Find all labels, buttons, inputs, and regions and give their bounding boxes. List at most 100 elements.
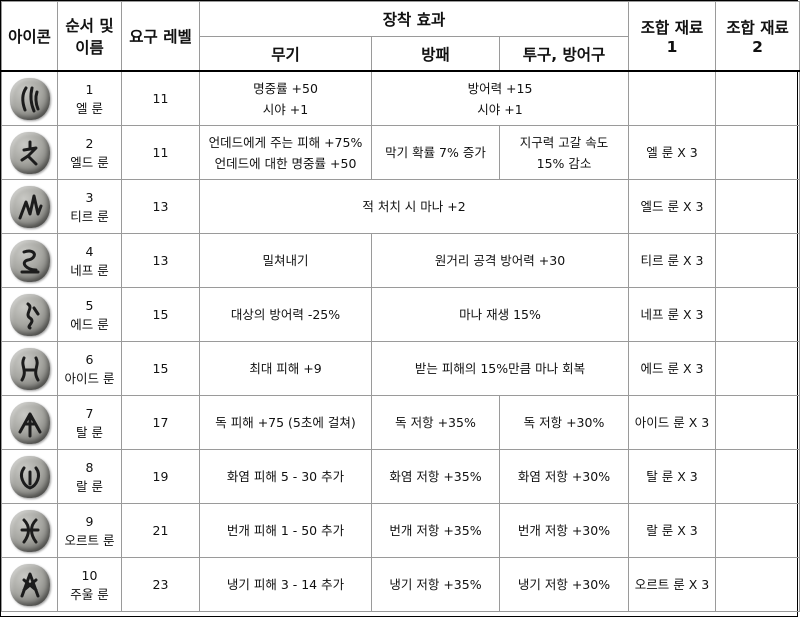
- required-level: 11: [121, 125, 200, 180]
- effect-helm-armor: 독 저항 +30%: [498, 395, 630, 450]
- header-helm-armor: 투구, 방어구: [498, 36, 630, 72]
- effect-shield-line: 독 저항 +35%: [395, 415, 476, 430]
- rune-number: 3: [85, 189, 94, 205]
- ort-rune-icon: [9, 509, 50, 552]
- material-2: [715, 233, 800, 288]
- material-1: 엘 룬 X 3: [628, 125, 717, 180]
- header-material-1: 조합 재료 1: [628, 1, 717, 72]
- header-material-2-line1: 조합 재료: [726, 19, 789, 37]
- material-2: [715, 179, 800, 234]
- rune-order-name-cell: 3 티르 룬: [57, 179, 122, 234]
- effect-all-slots-line: 적 처치 시 마나 +2: [362, 199, 466, 214]
- required-level: 15: [121, 341, 200, 396]
- effect-shield-line: 번개 저항 +35%: [389, 523, 482, 538]
- effect-weapon: 최대 피해 +9: [199, 341, 372, 396]
- table-row: 5 에드 룬 15 대상의 방어력 -25% 마나 재생 15% 네프 룬 X 3: [1, 287, 800, 342]
- effect-shield-helm: 방어력 +15 시야 +1: [370, 70, 630, 126]
- rune-order-name-cell: 10 주울 룬: [57, 557, 122, 612]
- rune-number: 5: [85, 297, 94, 313]
- header-weapon: 무기: [199, 36, 372, 72]
- rune-order-name-cell: 5 에드 룬: [57, 287, 122, 342]
- required-level: 15: [121, 287, 200, 342]
- rune-number: 4: [85, 243, 94, 259]
- header-icon: 아이콘: [1, 1, 58, 72]
- effect-shield-helm: 마나 재생 15%: [370, 287, 630, 342]
- effect-shield-helm: 원거리 공격 방어력 +30: [370, 233, 630, 288]
- rune-icon-cell: [1, 233, 58, 288]
- header-material-1-line1: 조합 재료: [640, 19, 704, 37]
- table-row: 7 탈 룬 17 독 피해 +75 (5초에 걸쳐) 독 저항 +35% 독 저항 +30…: [1, 395, 800, 450]
- material-2: [715, 341, 800, 396]
- rune-number: 10: [81, 567, 98, 583]
- effect-all-slots: 적 처치 시 마나 +2: [198, 179, 630, 234]
- table-row: 8 랄 룬 19 화염 피해 5 - 30 추가 화염 저항 +35% 화염 저항 +30…: [1, 449, 800, 504]
- effect-weapon-line: 명중률 +50: [253, 80, 318, 96]
- effect-shield: 독 저항 +35%: [371, 395, 500, 450]
- rune-order-name-cell: 9 오르트 룬: [57, 503, 122, 558]
- material-2: [715, 557, 800, 612]
- effect-helm-armor-line: 독 저항 +30%: [523, 415, 605, 430]
- rune-number: 6: [85, 351, 94, 367]
- el-rune-icon: [9, 77, 50, 120]
- header-material-2: 조합 재료 2: [715, 1, 800, 72]
- rune-number: 8: [85, 459, 94, 475]
- effect-weapon-line: 최대 피해 +9: [249, 361, 322, 376]
- material-2: [715, 70, 800, 126]
- required-level: 21: [121, 503, 200, 558]
- header-order-name-line2: 이름: [75, 39, 104, 57]
- rune-icon-cell: [1, 503, 58, 558]
- effect-shield-line: 냉기 저항 +35%: [389, 577, 482, 592]
- effect-shield-helm-line: 방어력 +15: [467, 80, 533, 96]
- rune-name: 아이드 룬: [64, 370, 115, 386]
- eld-rune-icon: [9, 131, 50, 174]
- effect-weapon-line: 독 피해 +75 (5초에 걸쳐): [215, 415, 356, 430]
- effect-shield: 냉기 저항 +35%: [371, 557, 500, 612]
- effect-shield-helm: 받는 피해의 15%만큼 마나 회복: [370, 341, 630, 396]
- effect-weapon: 대상의 방어력 -25%: [199, 287, 372, 342]
- effect-helm-armor: 번개 저항 +30%: [498, 503, 630, 558]
- rune-number: 1: [85, 81, 94, 97]
- effect-shield-helm-line: 원거리 공격 방어력 +30: [434, 253, 566, 268]
- effect-weapon: 밀쳐내기: [199, 233, 372, 288]
- effect-weapon-line: 언데드에게 주는 피해 +75%: [208, 134, 363, 150]
- effect-weapon-line: 시야 +1: [262, 101, 309, 117]
- material-1: 티르 룬 X 3: [628, 233, 717, 288]
- header-level: 요구 레벨: [121, 1, 200, 72]
- material-1: 탈 룬 X 3: [628, 449, 717, 504]
- rune-order-name-cell: 7 탈 룬: [57, 395, 122, 450]
- effect-shield: 번개 저항 +35%: [371, 503, 500, 558]
- nef-rune-icon: [9, 239, 50, 282]
- eth-rune-icon: [9, 293, 50, 336]
- effect-weapon-line: 밀쳐내기: [262, 253, 309, 268]
- effect-weapon: 냉기 피해 3 - 14 추가: [199, 557, 372, 612]
- required-level: 13: [121, 233, 200, 288]
- table-row: 10 주울 룬 23 냉기 피해 3 - 14 추가 냉기 저항 +35% 냉기 저항 +…: [1, 557, 800, 612]
- rune-icon-cell: [1, 287, 58, 342]
- effect-weapon-line: 번개 피해 1 - 50 추가: [226, 523, 345, 538]
- effect-shield: 화염 저항 +35%: [371, 449, 500, 504]
- effect-weapon-line: 냉기 피해 3 - 14 추가: [226, 577, 345, 592]
- table-row: 1 엘 룬 11 명중률 +50 시야 +1 방어력 +15 시야 +1: [1, 70, 800, 126]
- material-2: [715, 287, 800, 342]
- rune-name: 엘드 룬: [70, 154, 109, 170]
- header-order-name-line1: 순서 및: [65, 17, 114, 35]
- header-effects: 장착 효과: [198, 1, 630, 37]
- effect-weapon: 언데드에게 주는 피해 +75% 언데드에 대한 명중률 +50: [199, 125, 372, 180]
- rune-icon-cell: [1, 557, 58, 612]
- rune-name: 에드 룬: [70, 316, 109, 332]
- material-1: 랄 룬 X 3: [628, 503, 717, 558]
- required-level: 19: [121, 449, 200, 504]
- effect-shield: 막기 확률 7% 증가: [371, 125, 500, 180]
- rune-name: 티르 룬: [70, 208, 109, 224]
- rune-icon-cell: [1, 449, 58, 504]
- rune-icon-cell: [1, 70, 58, 126]
- effect-shield-helm-line: 시야 +1: [477, 101, 523, 117]
- effect-helm-armor-line: 냉기 저항 +30%: [517, 577, 611, 592]
- table-row: 3 티르 룬 13 적 처치 시 마나 +2 엘드 룬 X 3: [1, 179, 800, 234]
- effect-helm-armor-line: 화염 저항 +30%: [517, 469, 611, 484]
- material-2: [715, 449, 800, 504]
- header-material-2-line2: 2: [752, 38, 763, 56]
